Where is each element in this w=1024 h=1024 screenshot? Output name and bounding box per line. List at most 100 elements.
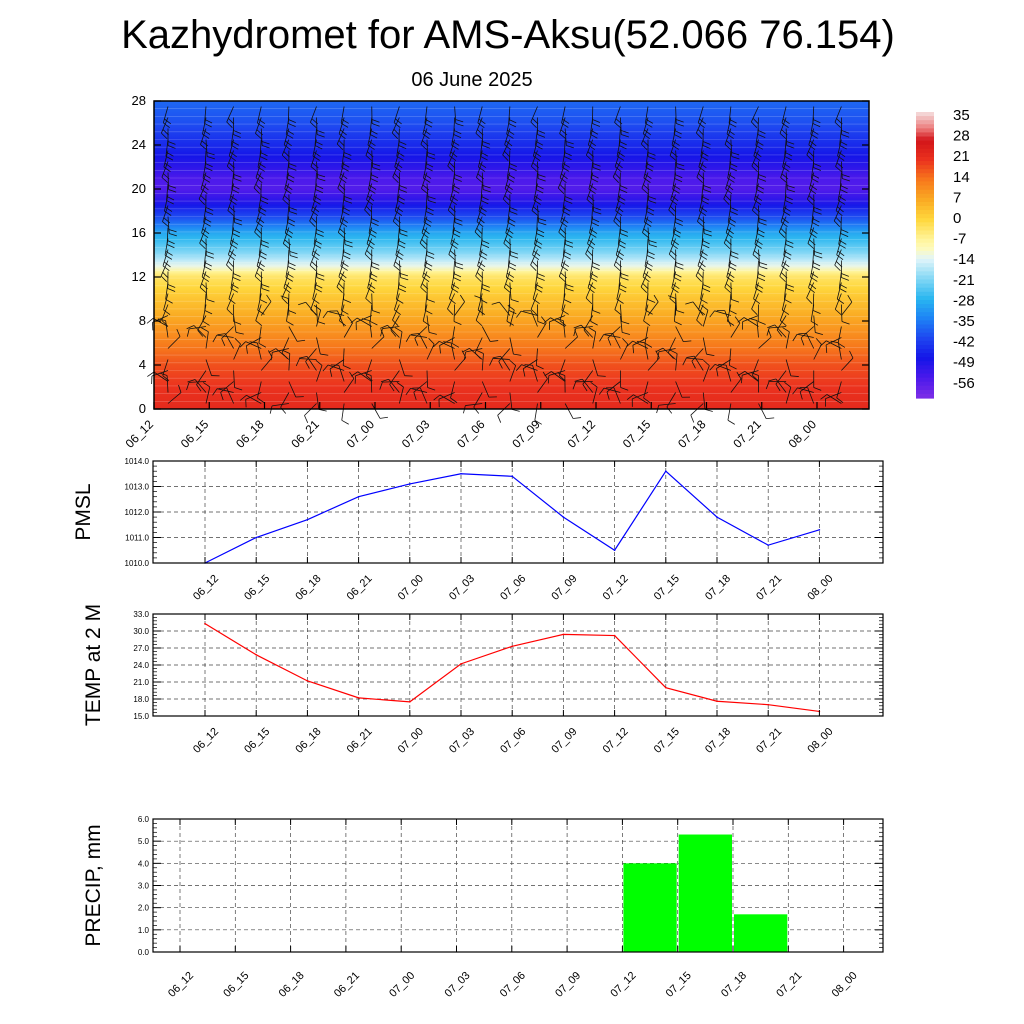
- wind-barb-feather: [782, 217, 789, 224]
- colorbar-segment: [916, 328, 934, 334]
- colorbar-segment: [916, 332, 934, 338]
- wind-barb-feather: [450, 397, 458, 403]
- wind-barb-staff: [644, 342, 649, 360]
- wind-barb-staff: [286, 205, 290, 223]
- wind-barb-feather: [841, 134, 850, 138]
- wind-barb-feather: [758, 218, 767, 222]
- wind-barb-feather: [841, 277, 849, 281]
- wind-barb-staff: [675, 106, 677, 124]
- wind-barb-feather: [698, 261, 706, 268]
- wind-barb-feather: [226, 121, 233, 128]
- wind-barb-feather: [782, 309, 790, 315]
- wind-barb-staff: [498, 348, 511, 362]
- colorbar-segment: [916, 361, 934, 366]
- wind-barb-staff: [640, 128, 649, 145]
- wind-barb-feather: [837, 250, 845, 257]
- wind-barb-feather: [547, 375, 550, 384]
- wind-barb-feather: [522, 368, 526, 377]
- colorbar-segment: [916, 238, 934, 244]
- wind-barb-feather: [477, 265, 485, 272]
- data-point: [204, 622, 206, 625]
- wind-barb-feather: [837, 199, 846, 205]
- wind-barb-staff: [799, 381, 814, 393]
- wind-barb-feather: [731, 152, 740, 156]
- wind-barb-feather: [315, 141, 323, 146]
- wind-barb-feather: [697, 265, 705, 272]
- wind-barb-feather: [229, 199, 237, 205]
- wind-barb-feather: [590, 178, 599, 183]
- x-tick-label: 07_18: [719, 970, 749, 1000]
- wind-barb-feather: [776, 329, 783, 337]
- wind-barb-staff: [336, 128, 345, 145]
- wind-barb-feather: [835, 210, 843, 217]
- wind-barb-feather: [281, 297, 288, 304]
- wind-barb-feather: [671, 151, 678, 158]
- wind-barb-feather: [228, 118, 235, 125]
- wind-barb-staff: [667, 337, 676, 353]
- wind-barb-feather: [425, 163, 434, 168]
- wind-barb-feather: [425, 167, 433, 172]
- wind-barb-staff: [205, 359, 212, 376]
- colorbar-segment: [916, 132, 934, 138]
- wind-barb-feather: [616, 254, 624, 260]
- wind-barb-feather: [730, 251, 739, 255]
- colorbar-segment: [916, 116, 934, 121]
- wind-barb-staff: [752, 359, 759, 376]
- wind-barb-staff: [167, 336, 181, 349]
- wind-barb-feather: [310, 309, 317, 316]
- wind-barb-feather: [314, 288, 323, 293]
- wind-barb-staff: [811, 205, 815, 223]
- wind-barb-feather: [751, 165, 758, 173]
- wind-barb-feather: [448, 254, 456, 261]
- wind-barb-feather: [782, 261, 790, 268]
- wind-barb-feather: [447, 308, 454, 315]
- x-tick-label: 06_15: [221, 970, 251, 1000]
- wind-barb-feather: [702, 284, 711, 289]
- wind-barb-staff: [196, 370, 207, 385]
- wind-barb-feather: [368, 188, 376, 194]
- wind-barb-staff: [620, 344, 629, 360]
- wind-barb-feather: [675, 222, 683, 226]
- colorbar-label: -49: [953, 354, 975, 371]
- wind-barb-feather: [751, 308, 758, 315]
- wind-barb-staff: [533, 183, 538, 201]
- wind-barb-staff: [813, 315, 816, 333]
- wind-barb-feather: [699, 118, 706, 125]
- wind-barb-feather: [645, 261, 653, 267]
- wind-barb-staff: [551, 371, 566, 382]
- wind-barb-staff: [343, 227, 346, 245]
- wind-barb-feather: [729, 163, 738, 168]
- wind-barb-feather: [586, 250, 594, 257]
- wind-barb-feather: [531, 261, 539, 268]
- wind-barb-staff: [370, 205, 373, 223]
- wind-barb-feather: [622, 338, 629, 345]
- wind-barb-staff: [398, 271, 400, 289]
- wind-barb-staff: [781, 106, 787, 124]
- wind-barb-staff: [203, 249, 207, 267]
- wind-barb-staff: [232, 216, 235, 234]
- wind-barb-staff: [643, 304, 649, 322]
- wind-barb-feather: [557, 372, 565, 376]
- wind-barb-feather: [840, 229, 849, 234]
- wind-barb-feather: [455, 266, 464, 270]
- wind-barb-feather: [675, 119, 684, 123]
- wind-barb-feather: [587, 151, 594, 158]
- wind-barb-feather: [202, 272, 210, 278]
- temperature-field: [154, 101, 869, 409]
- wind-barb-staff: [776, 315, 787, 331]
- wind-barb-staff: [340, 249, 345, 267]
- wind-barb-feather: [230, 287, 239, 293]
- wind-barb-feather: [313, 151, 321, 157]
- wind-barb-feather: [643, 228, 651, 235]
- wind-barb-feather: [322, 311, 328, 319]
- wind-barb-staff: [837, 139, 842, 157]
- wind-barb-feather: [640, 286, 648, 293]
- data-point: [767, 703, 769, 706]
- wind-barb-feather: [255, 177, 263, 184]
- wind-barb-feather: [590, 133, 598, 139]
- wind-barb-feather: [316, 229, 324, 233]
- wind-barb-staff: [837, 183, 842, 201]
- colorbar-segment: [916, 205, 934, 211]
- wind-barb-feather: [462, 347, 470, 353]
- wind-barb-feather: [508, 123, 517, 128]
